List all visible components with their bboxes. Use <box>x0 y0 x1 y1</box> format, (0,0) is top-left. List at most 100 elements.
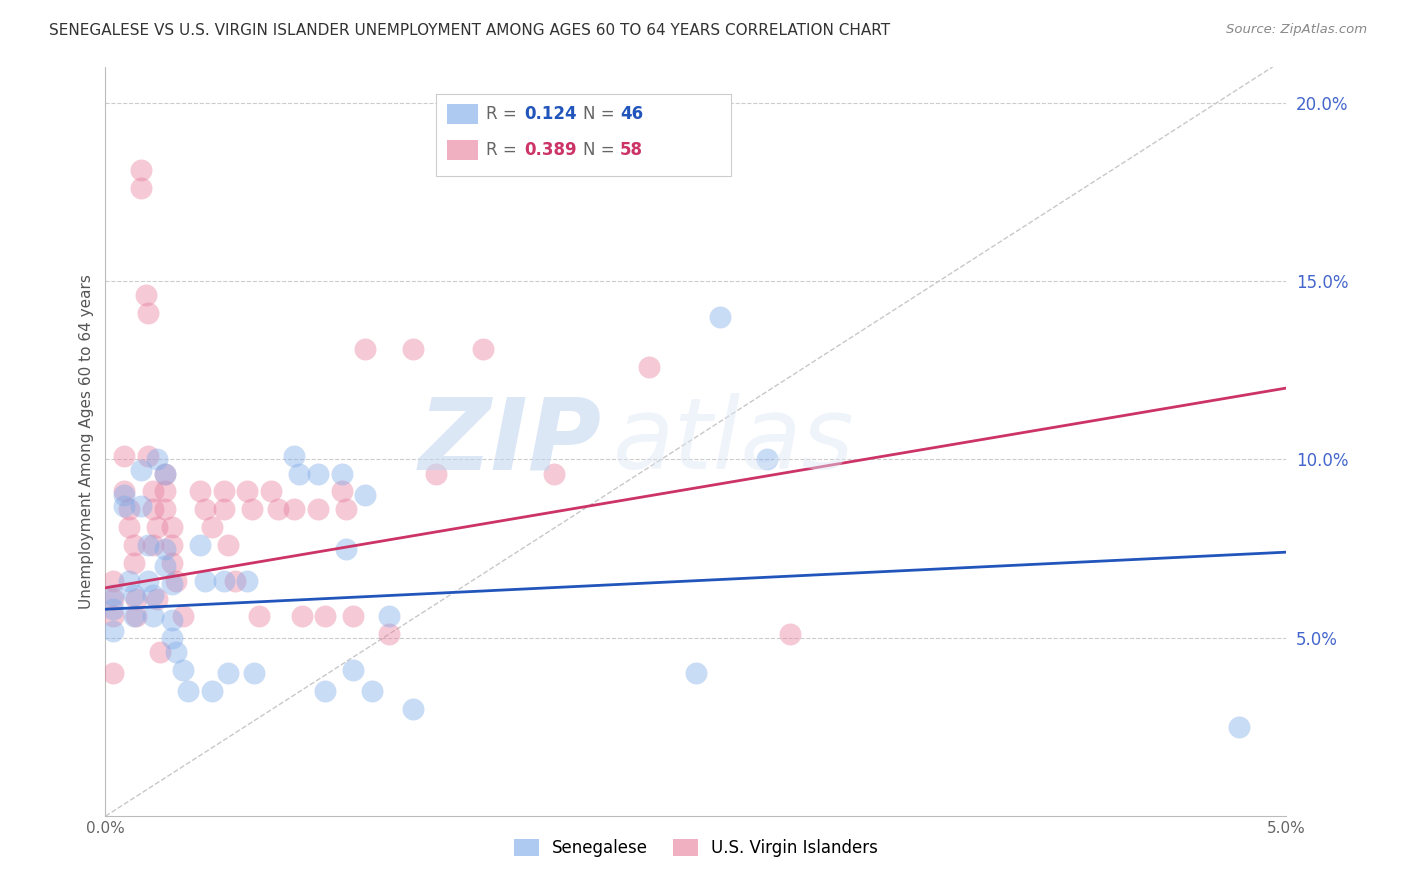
Point <box>101 591 124 606</box>
Point <box>172 609 194 624</box>
Text: 58: 58 <box>620 141 643 159</box>
Point <box>118 502 141 516</box>
Point <box>335 502 357 516</box>
Point <box>1227 720 1250 734</box>
Point <box>283 502 305 516</box>
Point <box>122 538 145 552</box>
Point <box>160 556 183 570</box>
Point <box>685 666 707 681</box>
Point <box>153 467 176 481</box>
Text: R =: R = <box>486 141 523 159</box>
Point <box>142 588 165 602</box>
Point <box>425 467 447 481</box>
Text: N =: N = <box>583 141 620 159</box>
Point <box>240 502 263 516</box>
Point <box>129 163 152 178</box>
Text: 0.389: 0.389 <box>524 141 576 159</box>
Point <box>201 684 224 698</box>
Point <box>243 666 266 681</box>
Point <box>122 556 145 570</box>
Point <box>307 467 329 481</box>
Point <box>177 684 200 698</box>
Point <box>212 502 235 516</box>
Point <box>217 538 239 552</box>
Point <box>101 588 124 602</box>
Point <box>101 624 124 638</box>
Point <box>637 359 659 374</box>
Point <box>314 684 336 698</box>
Point <box>236 484 259 499</box>
Point <box>142 502 165 516</box>
Point <box>142 538 165 552</box>
Point <box>153 559 176 574</box>
Y-axis label: Unemployment Among Ages 60 to 64 years: Unemployment Among Ages 60 to 64 years <box>79 274 94 609</box>
Point <box>212 484 235 499</box>
Point <box>153 502 176 516</box>
Point <box>142 484 165 499</box>
Text: 46: 46 <box>620 105 643 123</box>
Point <box>543 467 565 481</box>
Point <box>314 609 336 624</box>
Point <box>217 666 239 681</box>
Point <box>160 577 183 591</box>
Point <box>101 574 124 588</box>
Point <box>153 484 176 499</box>
Point <box>378 609 401 624</box>
Point <box>135 288 157 302</box>
Point <box>361 684 384 698</box>
Text: atlas: atlas <box>613 393 855 490</box>
Point <box>118 574 141 588</box>
Point <box>125 609 148 624</box>
Point <box>129 181 152 195</box>
Point <box>354 342 377 356</box>
Text: SENEGALESE VS U.S. VIRGIN ISLANDER UNEMPLOYMENT AMONG AGES 60 TO 64 YEARS CORREL: SENEGALESE VS U.S. VIRGIN ISLANDER UNEMP… <box>49 23 890 38</box>
Point <box>267 502 290 516</box>
Point <box>136 449 159 463</box>
Point <box>146 591 169 606</box>
Point <box>160 613 183 627</box>
Point <box>125 591 148 606</box>
Point <box>160 631 183 645</box>
Point <box>160 520 183 534</box>
Point <box>401 702 423 716</box>
Point <box>165 574 187 588</box>
Point <box>779 627 801 641</box>
Point <box>136 306 159 320</box>
Point <box>307 502 329 516</box>
Point <box>153 467 176 481</box>
Point <box>153 541 176 556</box>
Point <box>136 538 159 552</box>
Point <box>194 574 217 588</box>
Point <box>283 449 305 463</box>
Point <box>342 609 364 624</box>
Point <box>146 520 169 534</box>
Point <box>188 538 211 552</box>
Point <box>101 609 124 624</box>
Point <box>112 488 135 502</box>
Point <box>330 467 353 481</box>
Point <box>342 663 364 677</box>
Point <box>165 645 187 659</box>
Point <box>118 520 141 534</box>
Text: N =: N = <box>583 105 620 123</box>
Point <box>194 502 217 516</box>
Point <box>101 666 124 681</box>
Point <box>149 645 172 659</box>
Text: ZIP: ZIP <box>419 393 602 490</box>
Point <box>101 602 124 616</box>
Point <box>354 488 377 502</box>
Point <box>378 627 401 641</box>
Legend: Senegalese, U.S. Virgin Islanders: Senegalese, U.S. Virgin Islanders <box>508 832 884 864</box>
Point <box>112 484 135 499</box>
Point <box>335 541 357 556</box>
Point <box>112 449 135 463</box>
Point <box>212 574 235 588</box>
Point <box>290 609 312 624</box>
Point <box>330 484 353 499</box>
Point <box>201 520 224 534</box>
Point <box>709 310 731 324</box>
Point <box>122 609 145 624</box>
Point <box>172 663 194 677</box>
Point <box>472 342 495 356</box>
Text: Source: ZipAtlas.com: Source: ZipAtlas.com <box>1226 23 1367 37</box>
